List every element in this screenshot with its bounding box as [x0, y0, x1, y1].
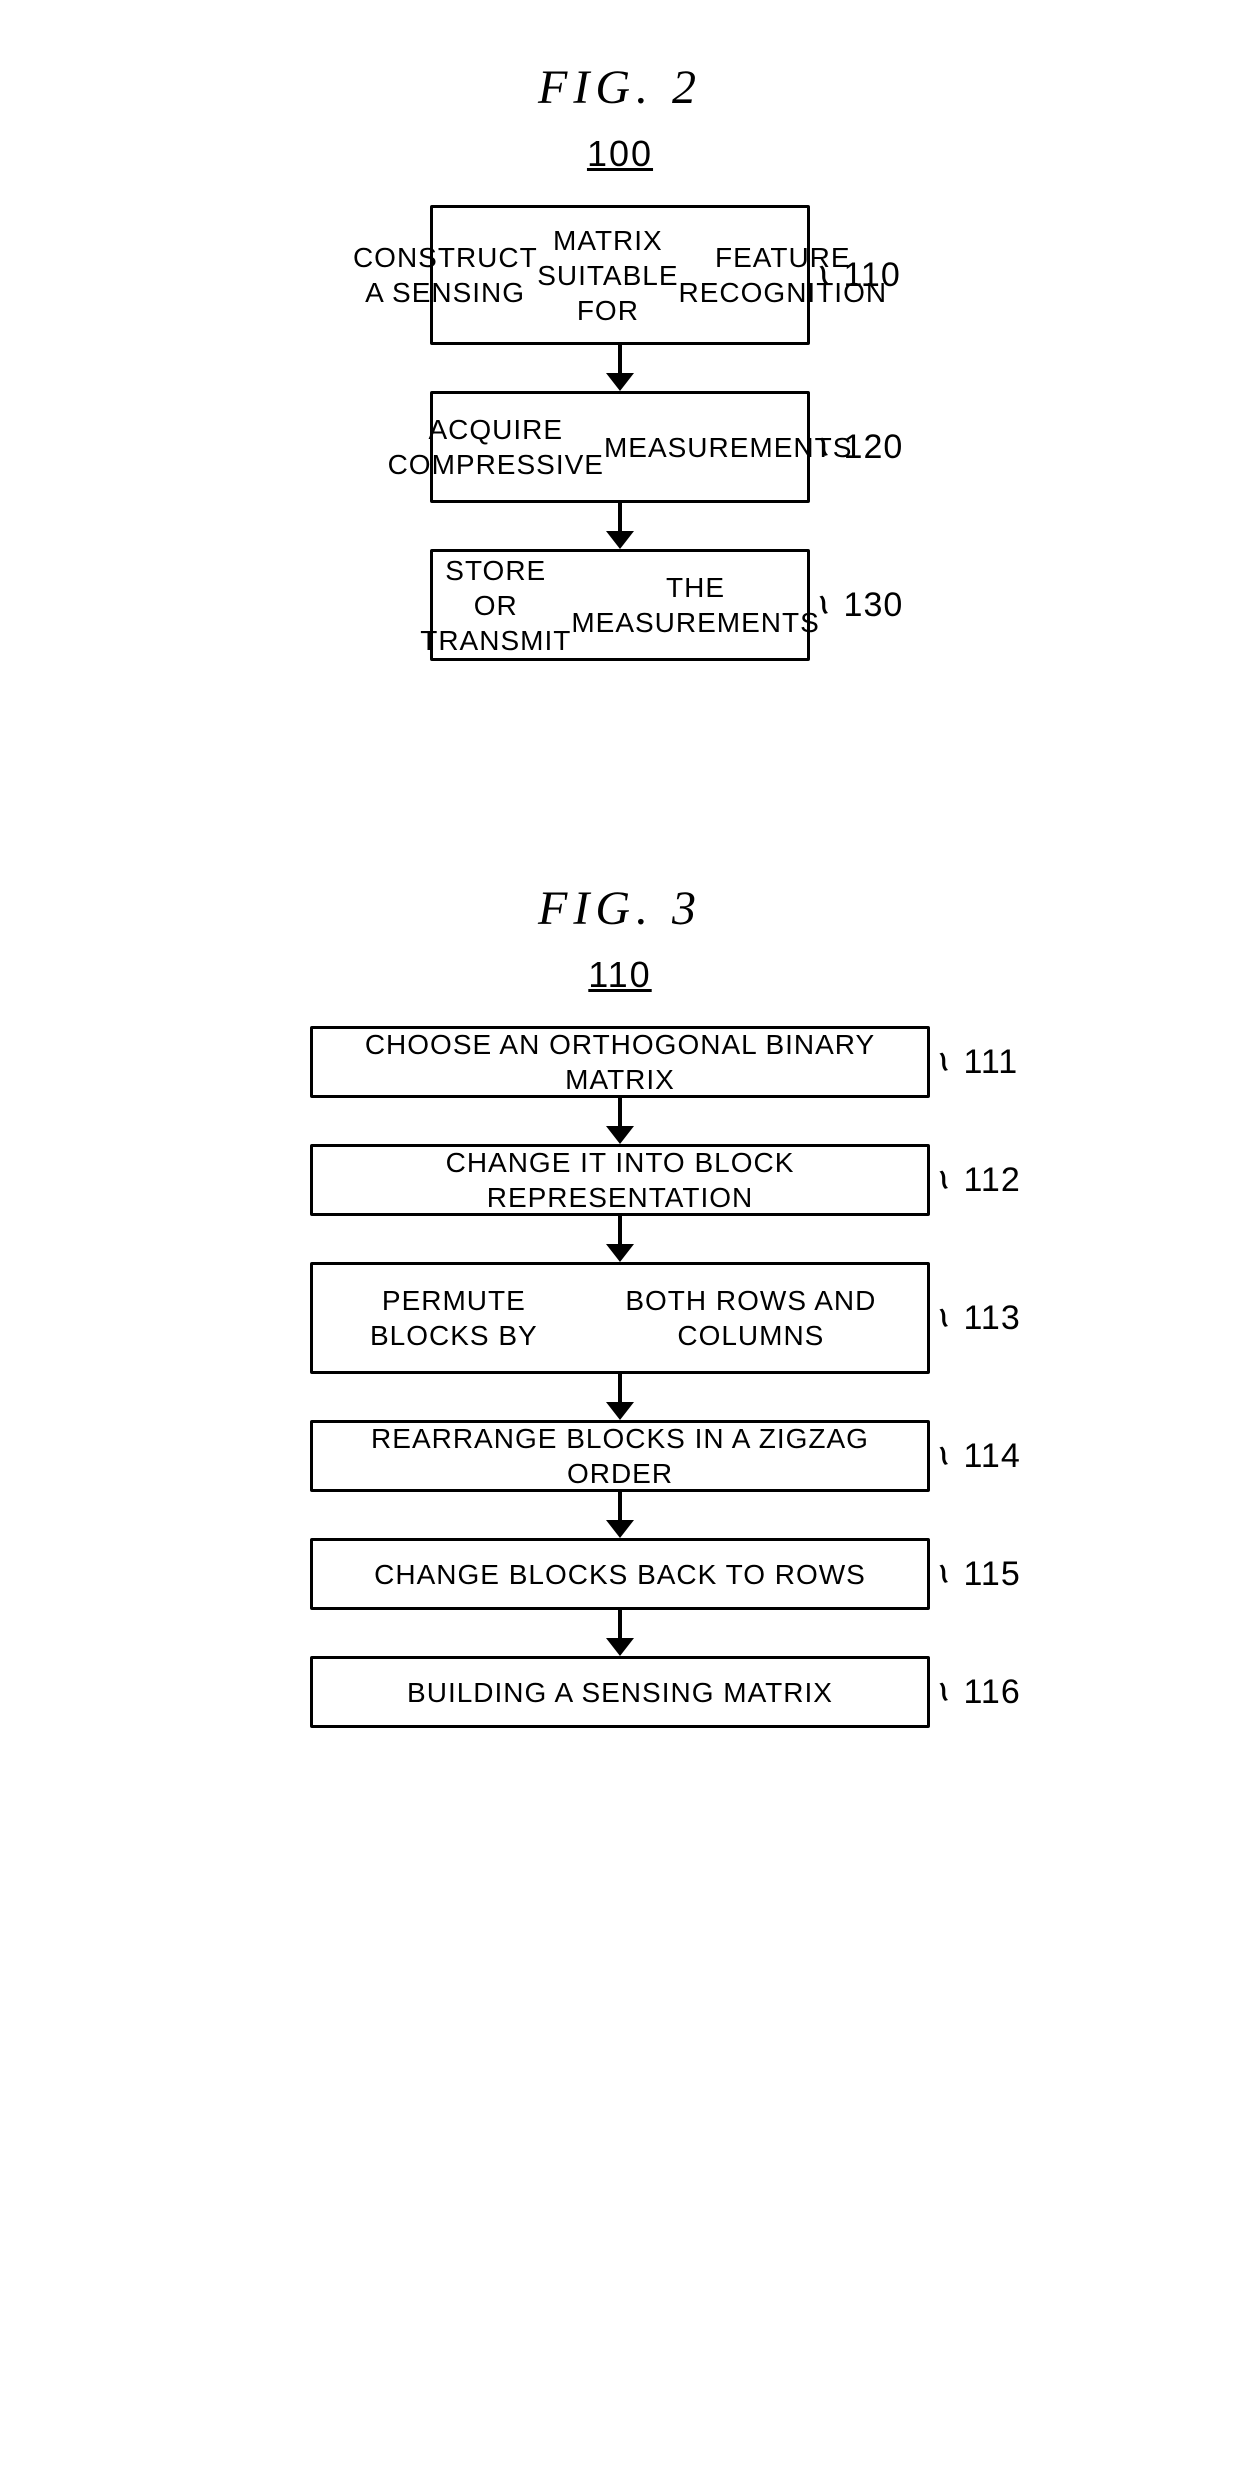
flow-ref-wrap: ~114	[934, 1437, 1021, 1476]
flow-ref: 116	[964, 1673, 1021, 1712]
flow-box: REARRANGE BLOCKS IN A ZIGZAG ORDER	[310, 1420, 930, 1492]
arrow-shaft	[618, 1216, 622, 1244]
flow-ref: 112	[964, 1161, 1021, 1200]
figure-2-subtitle: 100	[587, 133, 653, 175]
flow-ref-wrap: ~120	[814, 428, 903, 467]
flow-box: BUILDING A SENSING MATRIX	[310, 1656, 930, 1728]
flow-step: PERMUTE BLOCKS BYBOTH ROWS AND COLUMNS~1…	[310, 1262, 930, 1374]
arrow-down-icon	[606, 1216, 634, 1262]
flow-line: CHANGE IT INTO BLOCK REPRESENTATION	[323, 1145, 917, 1215]
flow-line: THE MEASUREMENTS	[571, 570, 819, 640]
flow-ref: 114	[964, 1437, 1021, 1476]
flow-line: CHANGE BLOCKS BACK TO ROWS	[374, 1557, 866, 1592]
arrow-down-icon	[606, 345, 634, 391]
flow-line: PERMUTE BLOCKS BY	[323, 1283, 585, 1353]
flow-box: PERMUTE BLOCKS BYBOTH ROWS AND COLUMNS	[310, 1262, 930, 1374]
flow-ref: 111	[964, 1043, 1019, 1082]
figure-3: FIG. 3 110 CHOOSE AN ORTHOGONAL BINARY M…	[0, 881, 1240, 1728]
flow-step: CHANGE IT INTO BLOCK REPRESENTATION~112	[310, 1144, 930, 1216]
flow-box: CHANGE IT INTO BLOCK REPRESENTATION	[310, 1144, 930, 1216]
flow-ref-wrap: ~111	[934, 1043, 1018, 1082]
arrow-down-icon	[606, 503, 634, 549]
arrow-head	[606, 1244, 634, 1262]
figure-spacer	[0, 661, 1240, 881]
connector-tilde-icon: ~	[940, 1564, 945, 1584]
flow-ref: 120	[844, 428, 904, 467]
flow-step: CONSTRUCT A SENSINGMATRIX SUITABLE FORFE…	[430, 205, 810, 345]
flow-ref-wrap: ~116	[934, 1673, 1021, 1712]
flow-ref: 115	[964, 1555, 1021, 1594]
flow-box: CHOOSE AN ORTHOGONAL BINARY MATRIX	[310, 1026, 930, 1098]
flow-step: REARRANGE BLOCKS IN A ZIGZAG ORDER~114	[310, 1420, 930, 1492]
connector-tilde-icon: ~	[820, 265, 825, 285]
connector-tilde-icon: ~	[940, 1308, 945, 1328]
figure-3-title: FIG. 3	[538, 881, 702, 936]
arrow-head	[606, 1402, 634, 1420]
arrow-down-icon	[606, 1374, 634, 1420]
flow-ref: 130	[844, 586, 904, 625]
flow-ref-wrap: ~110	[814, 256, 901, 295]
figure-3-subtitle: 110	[588, 954, 651, 996]
flow-line: CONSTRUCT A SENSING	[353, 240, 537, 310]
flow-ref-wrap: ~115	[934, 1555, 1021, 1594]
flow-box: CONSTRUCT A SENSINGMATRIX SUITABLE FORFE…	[430, 205, 810, 345]
flow-line: REARRANGE BLOCKS IN A ZIGZAG ORDER	[323, 1421, 917, 1491]
arrow-head	[606, 531, 634, 549]
flow-ref: 113	[964, 1299, 1021, 1338]
flow-step: ACQUIRE COMPRESSIVEMEASUREMENTS~120	[430, 391, 810, 503]
flow-ref: 110	[844, 256, 901, 295]
page: FIG. 2 100 CONSTRUCT A SENSINGMATRIX SUI…	[0, 0, 1240, 1808]
figure-2-title: FIG. 2	[538, 60, 702, 115]
arrow-head	[606, 373, 634, 391]
arrow-shaft	[618, 503, 622, 531]
flow-line: BUILDING A SENSING MATRIX	[407, 1675, 833, 1710]
flow-step: CHOOSE AN ORTHOGONAL BINARY MATRIX~111	[310, 1026, 930, 1098]
flow-box: CHANGE BLOCKS BACK TO ROWS	[310, 1538, 930, 1610]
arrow-down-icon	[606, 1610, 634, 1656]
arrow-down-icon	[606, 1492, 634, 1538]
flow-step: STORE OR TRANSMITTHE MEASUREMENTS~130	[430, 549, 810, 661]
flow-line: CHOOSE AN ORTHOGONAL BINARY MATRIX	[323, 1027, 917, 1097]
arrow-shaft	[618, 1492, 622, 1520]
figure-2: FIG. 2 100 CONSTRUCT A SENSINGMATRIX SUI…	[0, 60, 1240, 661]
flow-ref-wrap: ~112	[934, 1161, 1021, 1200]
flow-line: BOTH ROWS AND COLUMNS	[585, 1283, 917, 1353]
connector-tilde-icon: ~	[940, 1682, 945, 1702]
arrow-head	[606, 1638, 634, 1656]
connector-tilde-icon: ~	[940, 1052, 945, 1072]
arrow-shaft	[618, 1374, 622, 1402]
flow-step: CHANGE BLOCKS BACK TO ROWS~115	[310, 1538, 930, 1610]
arrow-shaft	[618, 1610, 622, 1638]
connector-tilde-icon: ~	[820, 437, 825, 457]
flow-line: MATRIX SUITABLE FOR	[537, 223, 678, 328]
flow-step: BUILDING A SENSING MATRIX~116	[310, 1656, 930, 1728]
flow-box: ACQUIRE COMPRESSIVEMEASUREMENTS	[430, 391, 810, 503]
arrow-shaft	[618, 345, 622, 373]
connector-tilde-icon: ~	[820, 595, 825, 615]
figure-3-flow: CHOOSE AN ORTHOGONAL BINARY MATRIX~111CH…	[310, 1026, 930, 1728]
arrow-shaft	[618, 1098, 622, 1126]
flow-line: ACQUIRE COMPRESSIVE	[388, 412, 604, 482]
flow-line: STORE OR TRANSMIT	[420, 553, 571, 658]
flow-box: STORE OR TRANSMITTHE MEASUREMENTS	[430, 549, 810, 661]
flow-ref-wrap: ~130	[814, 586, 903, 625]
figure-2-flow: CONSTRUCT A SENSINGMATRIX SUITABLE FORFE…	[430, 205, 810, 661]
connector-tilde-icon: ~	[940, 1170, 945, 1190]
flow-ref-wrap: ~113	[934, 1299, 1021, 1338]
arrow-head	[606, 1126, 634, 1144]
connector-tilde-icon: ~	[940, 1446, 945, 1466]
arrow-down-icon	[606, 1098, 634, 1144]
arrow-head	[606, 1520, 634, 1538]
